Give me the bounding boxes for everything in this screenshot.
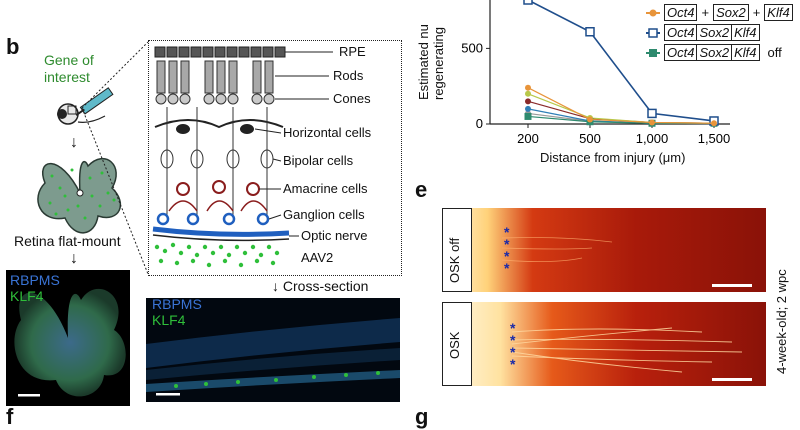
layer-label-amacrine: Amacrine cells [283,181,368,196]
osk-off-micrograph: OSK off * * * * [442,208,766,292]
cross-section-micrograph: RBPMS KLF4 [146,298,400,402]
flatmount-diagram [37,158,122,234]
zoom-lines [81,41,149,275]
layer-label-ganglion: Ganglion cells [283,207,365,222]
data-point [587,116,593,123]
flatmount-stain-klf4: KLF4 [10,288,44,304]
layer-label-cones: Cones [333,91,371,106]
row-label-osk-off: OSK off [447,237,462,283]
gene-of-interest-label: Gene of interest [44,52,94,85]
chart-legend: Oct4 + Sox2 + Klf4 Oct4 Sox2 Klf4 Oct4 Sox2… [646,4,793,61]
panel-letter-e: e [415,177,428,202]
retina-diagram [152,46,333,268]
panel-e-images: OSK off * * * * OSK * * * * [442,208,766,386]
data-point [523,0,533,5]
cross-section-label: ↓ Cross-section [272,278,369,294]
legend-entry-osk: Oct4 Sox2 Klf4 [646,24,793,41]
x-tick-label: 200 [517,131,539,146]
layer-label-bipolar: Bipolar cells [283,153,354,168]
series-line [527,87,715,124]
data-point [524,112,532,120]
injection-eye-illustration [57,87,114,125]
asterisks-osk: * * * * [510,320,516,372]
panel-letter-b: b [6,34,20,59]
retina-diagram-frame: RPE Rods Cones Horizontal cells Bipolar … [148,40,402,276]
chart-ylabel-line-1: Estimated nu [416,24,431,100]
x-tick-label: 1,500 [698,131,731,146]
data-point [525,98,531,105]
x-tick-label: 500 [579,131,601,146]
layer-label-rpe: RPE [339,44,366,59]
data-point [585,27,595,37]
panel-letter-g: g [415,404,429,429]
row-label-osk: OSK [447,331,462,359]
y-tick-label: 500 [461,40,483,55]
layer-label-horizontal: Horizontal cells [283,125,372,140]
legend-marker-open-square [646,27,660,38]
cross-section-image [146,298,400,402]
osk-micrograph: OSK * * * * [442,302,766,386]
x-tick-label: 1,000 [636,131,669,146]
vector-label-aav2: AAV2 [301,250,334,265]
chart-xlabel: Distance from injury (μm) [540,150,686,165]
data-point [525,84,531,91]
layer-label-rods: Rods [333,68,364,83]
flatmount-micrograph: RBPMS KLF4 [6,270,130,406]
regeneration-line-chart: 0 500 200 500 1,000 1,500 [461,0,731,146]
panel-letter-f: f [6,404,14,429]
cross-stain-rbpms: RBPMS [152,298,202,312]
data-point [647,108,657,119]
y-tick-label: 0 [476,116,483,131]
asterisks-osk-off: * * * * [504,224,510,276]
flatmount-stain-rbpms: RBPMS [10,272,60,288]
legend-entry-osk-off: Oct4 Sox2 Klf4 off [646,44,793,61]
layer-label-optic-nerve: Optic nerve [301,228,368,243]
data-point [649,119,655,126]
legend-marker-square [646,48,660,57]
flatmount-label: Retina flat-mount [14,233,121,249]
data-point [525,90,531,97]
legend-marker-circle [646,9,660,16]
panel-e-side-label: 4-week-old; 2 wpc [774,269,789,374]
cross-stain-klf4: KLF4 [152,312,186,328]
data-point [525,105,531,112]
down-arrow-2: ↓ [70,250,78,267]
series-line [527,0,715,122]
chart-ylabel: Estimated nu regenerating [416,0,446,120]
down-arrow-1: ↓ [70,134,78,151]
legend-entry-osk-plus: Oct4 + Sox2 + Klf4 [646,4,793,21]
data-point [711,120,717,127]
